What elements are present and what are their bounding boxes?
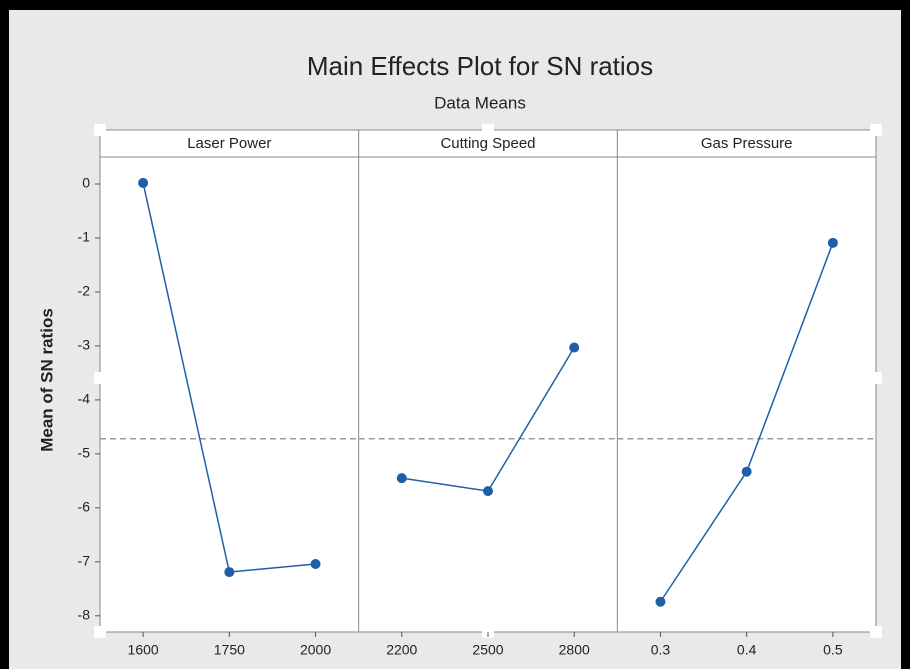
x-tick-label: 2800 [559, 642, 590, 658]
chart-title: Main Effects Plot for SN ratios [307, 51, 653, 81]
panel-header: Laser Power [187, 135, 271, 152]
x-tick-label: 2200 [386, 642, 417, 658]
y-tick-label: -2 [78, 283, 91, 299]
y-tick-label: -5 [78, 445, 91, 461]
handle [94, 124, 106, 136]
handle [482, 124, 494, 136]
handle [870, 372, 882, 384]
y-tick-label: -8 [78, 607, 91, 623]
x-tick-label: 1600 [128, 642, 159, 658]
y-tick-label: -4 [78, 391, 91, 407]
panel-header: Gas Pressure [701, 135, 793, 152]
y-tick-label: -3 [78, 337, 91, 353]
handle [94, 372, 106, 384]
x-tick-label: 2500 [472, 642, 503, 658]
handle [94, 626, 106, 638]
panel-header: Cutting Speed [440, 135, 535, 152]
point [655, 596, 666, 607]
x-tick-label: 0.3 [651, 642, 671, 658]
x-tick-label: 0.5 [823, 642, 843, 658]
y-tick-label: -7 [78, 553, 91, 569]
y-tick-label: -6 [78, 499, 91, 515]
point [138, 177, 149, 188]
handle [870, 626, 882, 638]
y-tick-label: 0 [82, 175, 90, 191]
chart-subtitle: Data Means [434, 93, 526, 112]
x-tick-label: 2000 [300, 642, 331, 658]
y-tick-label: -1 [78, 229, 91, 245]
point [827, 237, 838, 248]
point [483, 486, 493, 497]
point [396, 473, 407, 484]
handle [870, 124, 882, 136]
point [310, 558, 321, 569]
x-tick-label: 0.4 [737, 642, 757, 658]
point [569, 342, 580, 353]
x-tick-label: 1750 [214, 642, 245, 658]
point [224, 567, 235, 578]
plot-area [99, 129, 877, 633]
y-axis-label: Mean of SN ratios [37, 308, 56, 452]
point [741, 466, 752, 477]
